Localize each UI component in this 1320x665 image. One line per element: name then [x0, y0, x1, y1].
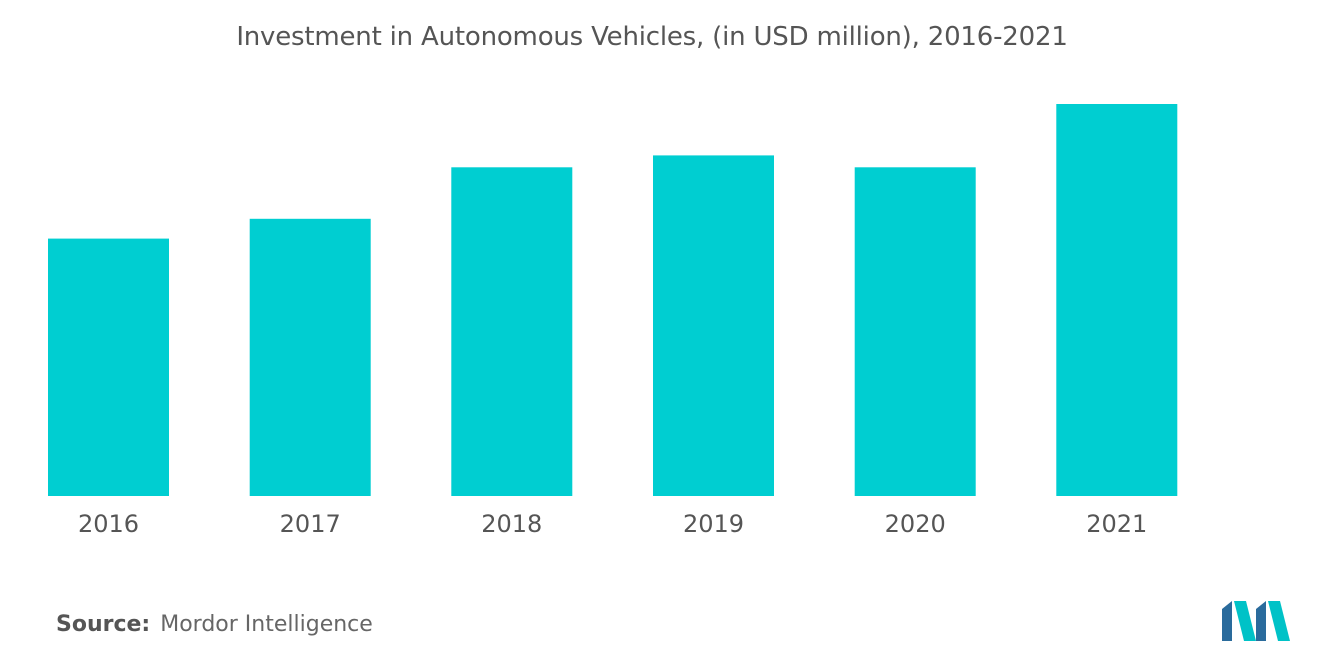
x-axis-tick-labels: 2016 2017 2018 2019 2020 2021 — [78, 510, 1147, 538]
bar-2018 — [451, 167, 573, 497]
x-tick-label-2016: 2016 — [78, 510, 139, 538]
x-tick-label-2017: 2017 — [280, 510, 341, 538]
mordor-intelligence-logo-icon — [1222, 601, 1290, 641]
bar-2016 — [48, 238, 169, 496]
x-tick-label-2018: 2018 — [481, 510, 542, 538]
bar-2017 — [249, 218, 371, 497]
source-note: Source: Mordor Intelligence — [56, 612, 373, 637]
chart-title: Investment in Autonomous Vehicles, (in U… — [236, 22, 1068, 52]
source-label: Source: — [56, 612, 151, 637]
x-tick-label-2021: 2021 — [1086, 510, 1147, 538]
bar-chart: 2016 2017 2018 2019 2020 2021 — [48, 104, 1178, 538]
bar-2019 — [653, 155, 774, 496]
x-tick-label-2019: 2019 — [683, 510, 744, 538]
bars-group — [48, 104, 1178, 497]
x-tick-label-2020: 2020 — [885, 510, 946, 538]
bar-2021 — [1056, 104, 1178, 496]
bar-2020 — [854, 167, 976, 497]
source-text: Mordor Intelligence — [160, 612, 373, 637]
